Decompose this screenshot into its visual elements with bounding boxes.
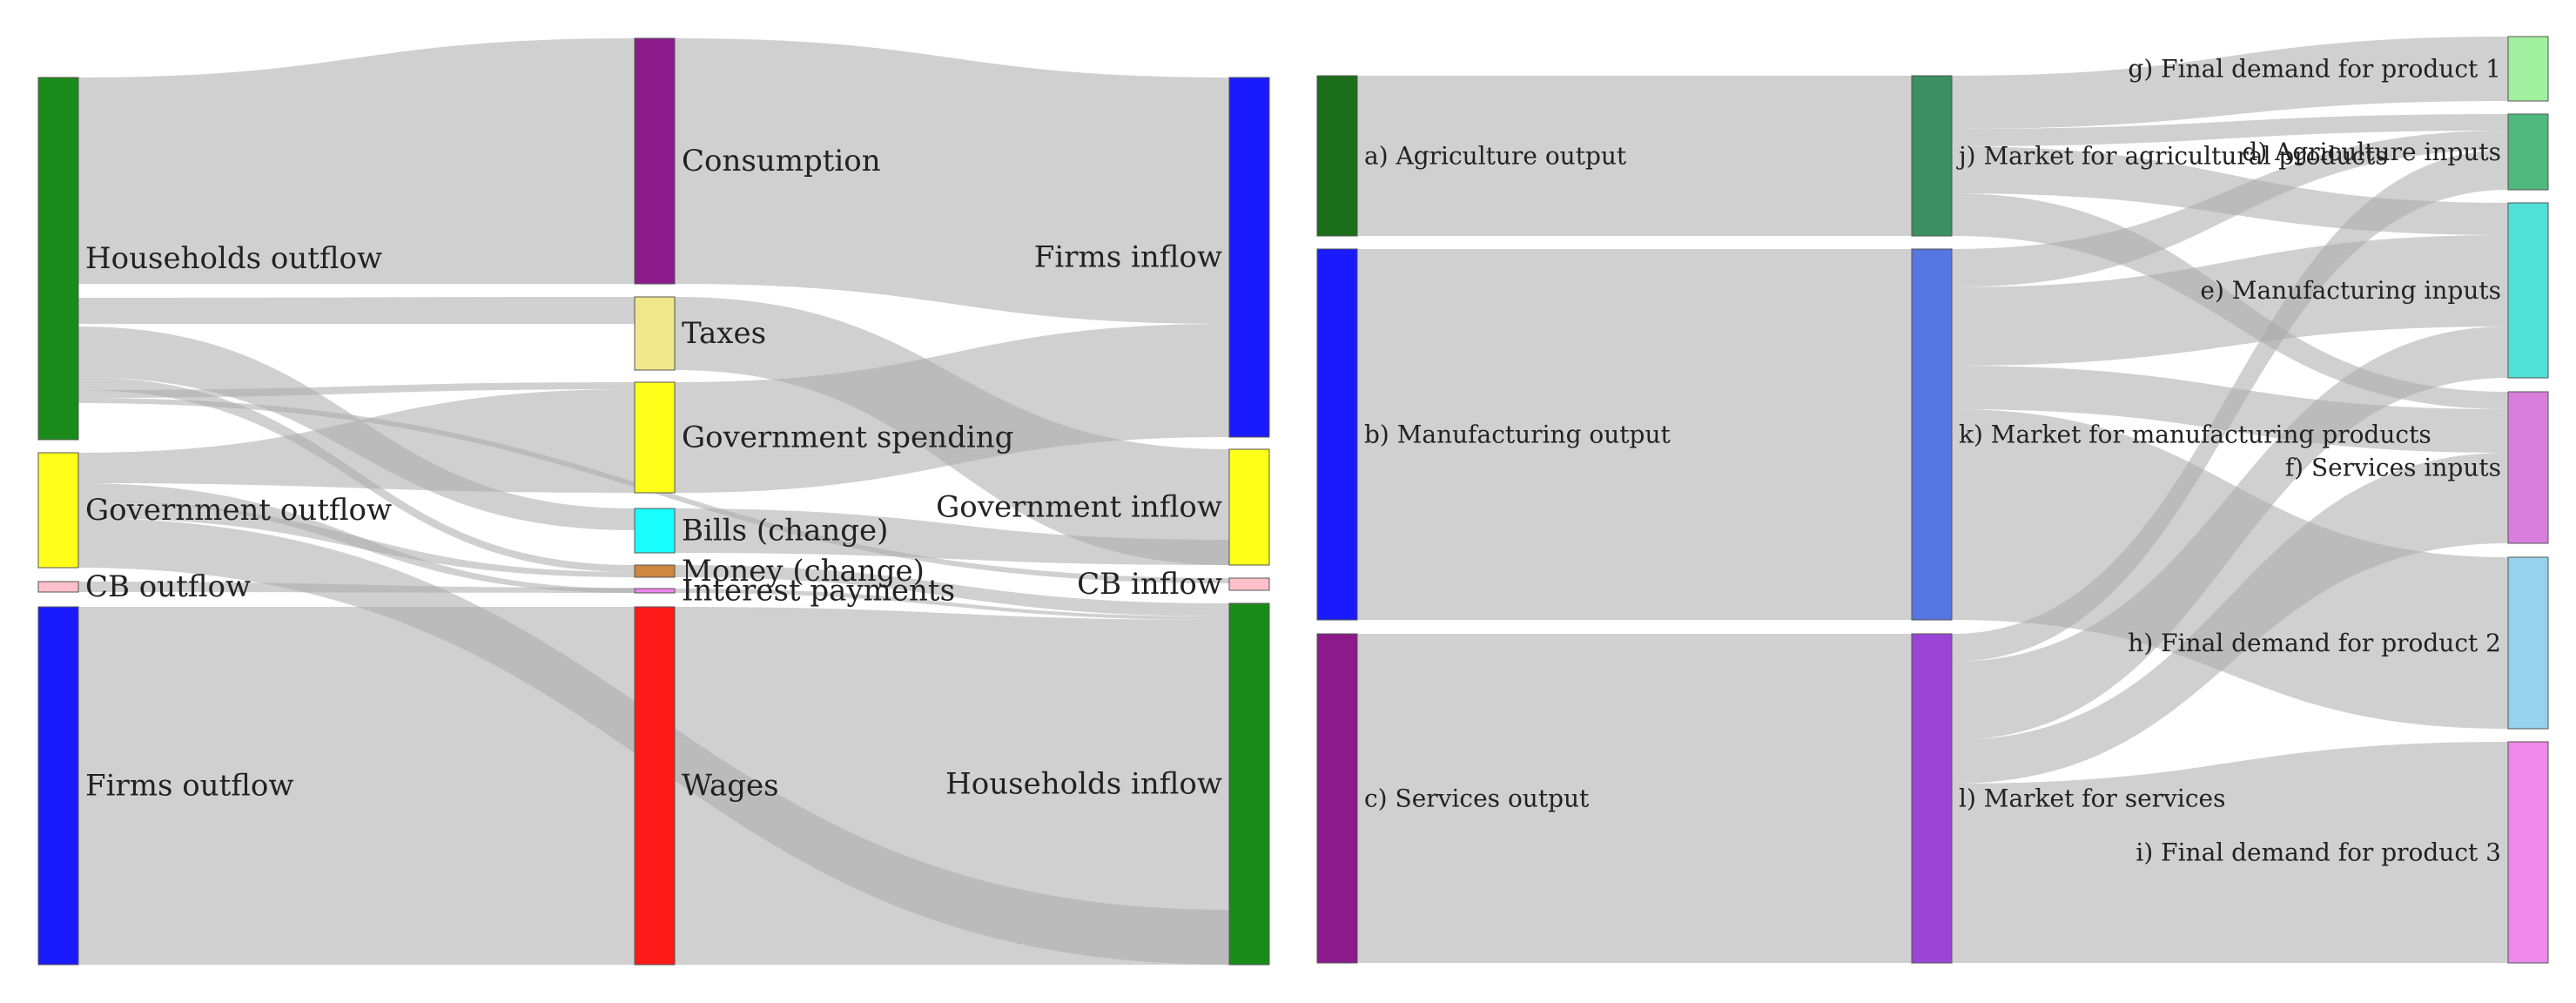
label-h-final-demand-for-product-2: h) Final demand for product 2 xyxy=(2128,629,2501,657)
link-households-outflow-to-taxes xyxy=(78,297,635,324)
link-c-services-output-to-l-market-for-services xyxy=(1357,634,1912,963)
label-consumption: Consumption xyxy=(682,144,881,178)
right-sankey-nodes: a) Agriculture output b) Manufacturing ou… xyxy=(1316,36,2549,964)
label-l-market-for-services: l) Market for services xyxy=(1959,784,2225,813)
node-consumption xyxy=(634,37,676,285)
label-households-inflow: Households inflow xyxy=(945,767,1222,802)
label-c-services-output: c) Services output xyxy=(1364,784,1590,813)
link-l-market-for-services-to-f-services-inputs xyxy=(1952,453,2508,784)
link-money-change-to-households-inflow xyxy=(675,565,1229,616)
label-j-market-for-agricultural-products: j) Market for agricultural products xyxy=(1956,142,2388,171)
link-b-manufacturing-output-to-k-market-for-manufacturing-products xyxy=(1357,249,1912,620)
label-k-market-for-manufacturing-products: k) Market for manufacturing products xyxy=(1959,421,2431,449)
node-d-agriculture-inputs xyxy=(2507,113,2549,191)
label-government-outflow: Government outflow xyxy=(85,493,392,528)
label-money-change: Money (change) xyxy=(682,554,925,589)
label-households-outflow: Households outflow xyxy=(85,241,382,276)
label-i-final-demand-for-product-3: i) Final demand for product 3 xyxy=(2135,838,2501,867)
node-a-agriculture-output xyxy=(1316,75,1358,237)
node-taxes xyxy=(634,296,676,371)
link-consumption-to-firms-inflow xyxy=(675,38,1229,324)
left-sankey-nodes: Households outflow Government outflow CB o… xyxy=(37,37,1270,966)
link-k-market-for-manufacturing-products-to-e-manufacturing-inputs xyxy=(1952,235,2508,366)
node-interest-payments xyxy=(634,588,676,594)
node-l-market-for-services xyxy=(1911,633,1953,964)
link-cb-outflow-to-interest-payments xyxy=(78,582,635,593)
label-interest-payments: Interest payments xyxy=(682,574,955,609)
link-households-outflow-to-government-spending xyxy=(78,382,635,398)
node-f-services-inputs xyxy=(2507,391,2549,544)
link-interest-payments-to-households-inflow xyxy=(675,589,1229,620)
node-firms-inflow xyxy=(1228,77,1270,438)
node-wages xyxy=(634,606,676,966)
node-money-change xyxy=(634,564,676,578)
label-government-spending: Government spending xyxy=(682,421,1013,455)
label-taxes: Taxes xyxy=(682,316,766,351)
node-cb-outflow xyxy=(37,581,79,593)
link-j-market-for-agricultural-products-to-d-agriculture-inputs xyxy=(1952,114,2508,146)
node-firms-outflow xyxy=(37,606,79,966)
label-wages: Wages xyxy=(682,769,779,804)
node-government-outflow xyxy=(37,452,79,569)
link-households-outflow-to-consumption xyxy=(78,38,635,284)
link-firms-outflow-to-wages xyxy=(78,607,635,965)
label-f-services-inputs: f) Services inputs xyxy=(2285,454,2501,482)
link-l-market-for-services-to-i-final-demand-for-product-3 xyxy=(1952,742,2508,963)
label-government-inflow: Government inflow xyxy=(936,490,1222,525)
link-bills-change-to-government-inflow xyxy=(675,508,1229,565)
node-cb-inflow xyxy=(1228,577,1270,591)
node-b-manufacturing-output xyxy=(1316,248,1358,621)
node-g-final-demand-for-product-1 xyxy=(2507,36,2549,102)
link-l-market-for-services-to-e-manufacturing-inputs xyxy=(1952,326,2508,740)
label-firms-inflow: Firms inflow xyxy=(1034,240,1222,275)
link-a-agriculture-output-to-j-market-for-agricultural-products xyxy=(1357,76,1912,236)
node-h-final-demand-for-product-2 xyxy=(2507,556,2549,730)
link-government-outflow-to-money-change xyxy=(78,501,635,577)
label-cb-outflow: CB outflow xyxy=(85,569,251,604)
node-households-outflow xyxy=(37,77,79,441)
label-g-final-demand-for-product-1: g) Final demand for product 1 xyxy=(2128,55,2501,84)
label-d-agriculture-inputs: d) Agriculture inputs xyxy=(2242,138,2501,166)
link-government-spending-to-firms-inflow xyxy=(675,324,1229,493)
link-l-market-for-services-to-d-agriculture-inputs xyxy=(1952,150,2508,662)
label-e-manufacturing-inputs: e) Manufacturing inputs xyxy=(2200,276,2501,305)
node-j-market-for-agricultural-products xyxy=(1911,75,1953,237)
node-households-inflow xyxy=(1228,602,1270,966)
node-government-spending xyxy=(634,381,676,494)
link-j-market-for-agricultural-products-to-g-final-demand-for-product-1 xyxy=(1952,37,2508,129)
node-e-manufacturing-inputs xyxy=(2507,202,2549,379)
node-bills-change xyxy=(634,508,676,554)
node-i-final-demand-for-product-3 xyxy=(2507,741,2549,964)
label-bills-change: Bills (change) xyxy=(682,514,888,549)
label-b-manufacturing-output: b) Manufacturing output xyxy=(1364,421,1671,449)
right-sankey-links xyxy=(1357,37,2508,963)
link-government-outflow-to-government-spending xyxy=(78,389,635,493)
label-a-agriculture-output: a) Agriculture output xyxy=(1364,142,1627,171)
link-k-market-for-manufacturing-products-to-h-final-demand-for-product-2 xyxy=(1952,409,2508,729)
node-c-services-output xyxy=(1316,633,1358,964)
link-k-market-for-manufacturing-products-to-d-agriculture-inputs xyxy=(1952,131,2508,287)
label-cb-inflow: CB inflow xyxy=(1077,567,1222,602)
link-wages-to-households-inflow xyxy=(675,607,1229,965)
node-k-market-for-manufacturing-products xyxy=(1911,248,1953,621)
label-firms-outflow: Firms outflow xyxy=(85,769,294,804)
node-government-inflow xyxy=(1228,448,1270,566)
